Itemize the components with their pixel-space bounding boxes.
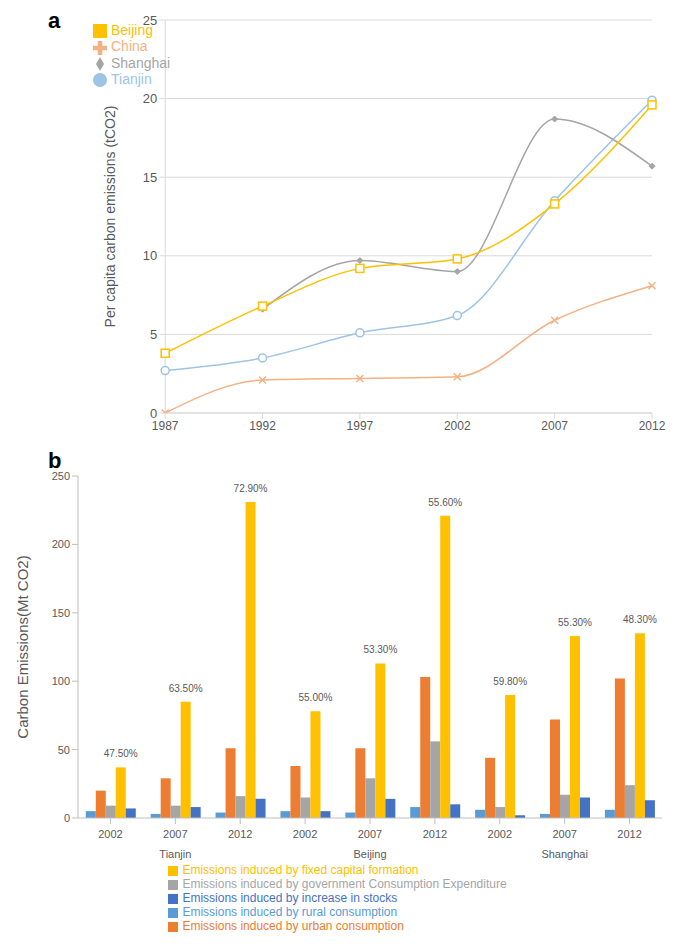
svg-text:1997: 1997 [347, 419, 374, 433]
svg-text:2012: 2012 [639, 419, 666, 433]
svg-text:100: 100 [52, 675, 70, 687]
svg-text:2007: 2007 [541, 419, 568, 433]
svg-text:72.90%: 72.90% [234, 483, 268, 494]
svg-text:15: 15 [143, 170, 157, 185]
svg-text:53.30%: 53.30% [363, 644, 397, 655]
svg-text:2012: 2012 [617, 828, 641, 840]
html-text:b: b [48, 448, 62, 473]
svg-text:2007: 2007 [358, 828, 382, 840]
svg-text:47.50%: 47.50% [104, 748, 138, 759]
svg-text:Per capita carbon emissions (t: Per capita carbon emissions (tCO2) [102, 106, 118, 328]
svg-text:2002: 2002 [488, 828, 512, 840]
svg-text:2007: 2007 [552, 828, 576, 840]
html-text:Emissions induced by increase: Emissions induced by increase in stocks [182, 891, 398, 905]
svg-text:2002: 2002 [98, 828, 122, 840]
html-text:China: China [111, 38, 148, 55]
svg-text:25: 25 [143, 13, 157, 28]
html-text:Emissions induced by rural con: Emissions induced by rural consumption [182, 905, 398, 919]
svg-text:55.30%: 55.30% [558, 617, 592, 628]
svg-text:2002: 2002 [444, 419, 471, 433]
svg-text:55.00%: 55.00% [298, 692, 332, 703]
html-text:Emissions induced by urban con: Emissions induced by urban consumption [182, 919, 404, 933]
svg-text:5: 5 [150, 327, 157, 342]
svg-text:Shanghai: Shanghai [541, 848, 588, 860]
svg-text:59.80%: 59.80% [493, 676, 527, 687]
svg-text:1992: 1992 [249, 419, 276, 433]
html-text:a: a [48, 8, 61, 33]
svg-text:0: 0 [150, 406, 157, 421]
svg-text:48.30%: 48.30% [623, 614, 657, 625]
svg-text:Beijing: Beijing [353, 848, 386, 860]
svg-text:250: 250 [52, 470, 70, 482]
svg-text:Carbon Emissions(Mt CO2): Carbon Emissions(Mt CO2) [14, 555, 31, 738]
svg-text:2012: 2012 [228, 828, 252, 840]
html-text:Tianjin: Tianjin [111, 70, 152, 87]
svg-text:0: 0 [64, 812, 70, 824]
svg-text:2012: 2012 [423, 828, 447, 840]
svg-text:55.60%: 55.60% [428, 497, 462, 508]
svg-text:20: 20 [143, 91, 157, 106]
svg-text:10: 10 [143, 248, 157, 263]
html-text:Emissions induced by governmen: Emissions induced by government Consumpt… [182, 877, 507, 891]
html-text:Beijing: Beijing [111, 22, 153, 38]
svg-text:200: 200 [52, 538, 70, 550]
svg-text:1987: 1987 [151, 418, 179, 433]
svg-text:Tianjin: Tianjin [159, 848, 191, 860]
html-text:Shanghai: Shanghai [111, 54, 171, 71]
html-text:Emissions induced by fixed cap: Emissions induced by fixed capital forma… [182, 863, 419, 877]
svg-text:2002: 2002 [293, 828, 317, 840]
svg-text:2007: 2007 [163, 828, 187, 840]
svg-text:63.50%: 63.50% [169, 683, 203, 694]
svg-text:50: 50 [58, 744, 70, 756]
svg-text:150: 150 [52, 607, 70, 619]
